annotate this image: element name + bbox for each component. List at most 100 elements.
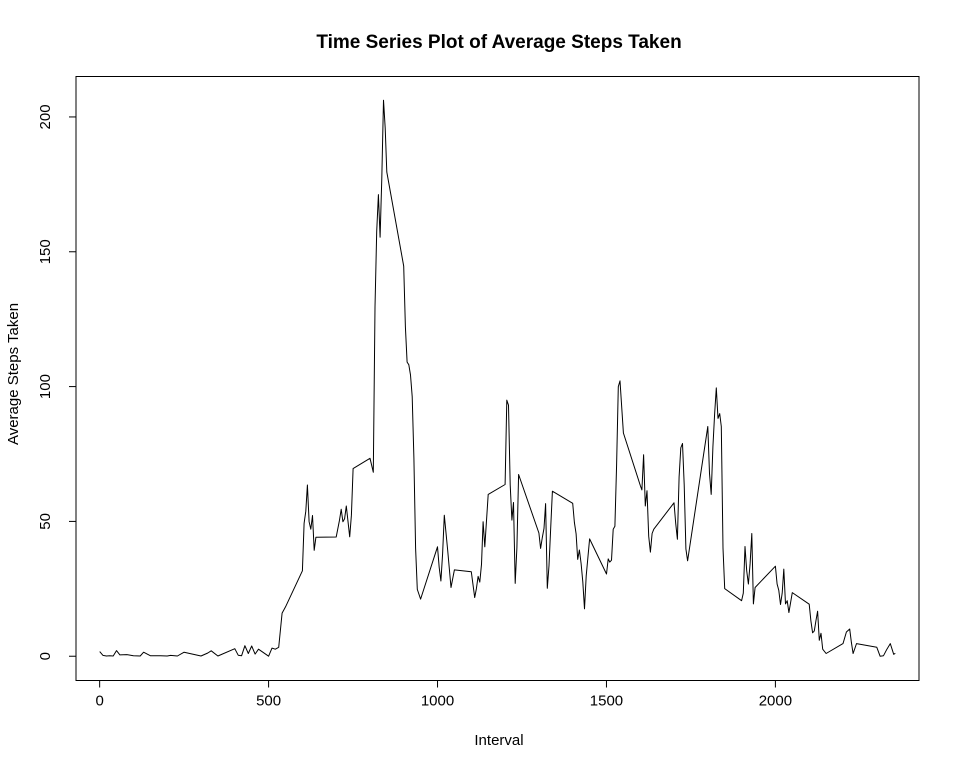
data-point <box>641 489 642 490</box>
data-point <box>386 171 387 172</box>
x-axis-label: Interval <box>474 732 523 749</box>
data-point <box>753 603 754 604</box>
data-point <box>618 386 619 387</box>
data-point <box>476 588 477 589</box>
data-point <box>346 505 347 506</box>
data-point <box>373 472 374 473</box>
data-point <box>548 565 549 566</box>
data-point <box>454 569 455 570</box>
data-point <box>572 503 573 504</box>
data-point <box>241 655 242 656</box>
data-point <box>177 655 178 656</box>
data-point <box>619 380 620 381</box>
data-point <box>374 307 375 308</box>
data-point <box>609 562 610 563</box>
data-point <box>516 547 517 548</box>
data-point <box>481 564 482 565</box>
data-point <box>785 603 786 604</box>
data-point <box>351 515 352 516</box>
data-point <box>133 655 134 656</box>
data-point <box>184 652 185 653</box>
data-point <box>244 645 245 646</box>
data-point <box>447 550 448 551</box>
data-point <box>679 476 680 477</box>
data-point <box>344 518 345 519</box>
data-point <box>339 520 340 521</box>
data-point <box>518 474 519 475</box>
data-point <box>380 237 381 238</box>
data-point <box>640 485 641 486</box>
average-steps-line <box>99 99 896 657</box>
data-point <box>412 396 413 397</box>
data-point <box>673 502 674 503</box>
data-point <box>248 653 249 654</box>
data-point <box>849 628 850 629</box>
data-point <box>589 538 590 539</box>
data-point <box>312 515 313 516</box>
data-point <box>646 490 647 491</box>
data-point <box>278 647 279 648</box>
data-point <box>853 653 854 654</box>
data-point <box>547 588 548 589</box>
data-point <box>417 589 418 590</box>
data-point <box>442 553 443 554</box>
y-tick-label: 0 <box>37 652 54 660</box>
data-point <box>258 649 259 650</box>
data-point <box>883 655 884 656</box>
data-point <box>506 400 507 401</box>
data-point <box>812 632 813 633</box>
data-point <box>234 648 235 649</box>
data-point <box>378 194 379 195</box>
data-point <box>652 533 653 534</box>
data-point <box>102 655 103 656</box>
data-point <box>822 649 823 650</box>
data-point <box>782 593 783 594</box>
data-point <box>437 546 438 547</box>
data-point <box>826 653 827 654</box>
data-point <box>440 580 441 581</box>
data-point <box>712 446 713 447</box>
data-point <box>369 458 370 459</box>
x-tick-label: 1000 <box>421 693 454 710</box>
data-point <box>545 503 546 504</box>
data-point <box>471 571 472 572</box>
data-point <box>478 576 479 577</box>
data-point <box>820 633 821 634</box>
data-point <box>775 566 776 567</box>
data-point <box>751 533 752 534</box>
data-point <box>856 643 857 644</box>
data-point <box>275 649 276 650</box>
data-point <box>150 655 151 656</box>
data-point <box>711 494 712 495</box>
data-point <box>116 650 117 651</box>
data-point <box>207 652 208 653</box>
data-point <box>616 464 617 465</box>
data-point <box>814 630 815 631</box>
data-point <box>783 569 784 570</box>
data-point <box>515 583 516 584</box>
data-point <box>581 563 582 564</box>
data-point <box>895 653 896 654</box>
data-point <box>886 649 887 650</box>
data-point <box>505 484 506 485</box>
data-point <box>677 539 678 540</box>
data-point <box>714 414 715 415</box>
data-point <box>119 654 120 655</box>
data-point <box>574 522 575 523</box>
data-point <box>538 532 539 533</box>
data-point <box>255 654 256 655</box>
data-point <box>890 643 891 644</box>
data-point <box>510 484 511 485</box>
data-point <box>381 178 382 179</box>
data-point <box>405 326 406 327</box>
data-point <box>724 588 725 589</box>
data-point <box>385 127 386 128</box>
data-point <box>851 642 852 643</box>
data-point <box>880 656 881 657</box>
data-point <box>717 418 718 419</box>
data-point <box>450 587 451 588</box>
data-point <box>876 647 877 648</box>
data-point <box>778 590 779 591</box>
data-point <box>238 655 239 656</box>
